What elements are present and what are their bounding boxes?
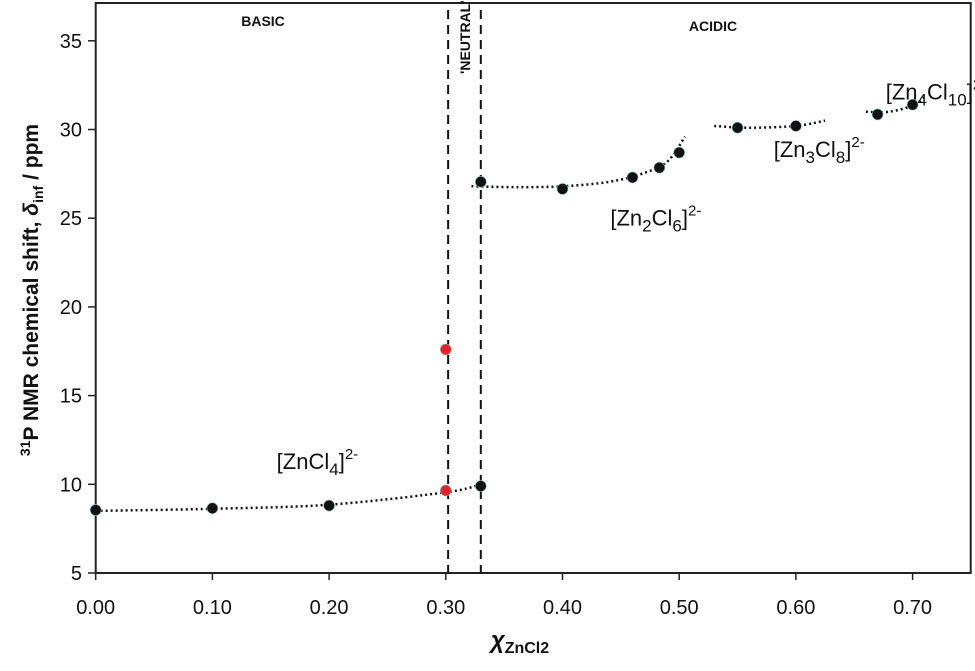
y-tick-label: 15	[60, 386, 82, 408]
fit-curve	[95, 483, 482, 513]
y-tick-label: 25	[60, 208, 82, 230]
species-label: [Zn2Cl6]2-	[610, 202, 701, 235]
data-point	[790, 120, 802, 132]
x-tick-label: 0.20	[310, 597, 349, 619]
plot-frame	[94, 2, 972, 574]
species-label: [Zn3Cl8]2-	[774, 134, 865, 167]
data-point	[475, 480, 487, 492]
data-point	[731, 121, 744, 134]
data-point	[475, 176, 487, 188]
x-tick-label: 0.10	[193, 597, 232, 619]
data-point	[206, 502, 219, 515]
region-basic: BASIC	[241, 13, 285, 29]
red-data-point	[439, 484, 452, 497]
region-acidic: ACIDIC	[689, 18, 737, 34]
y-tick-label: 20	[60, 297, 82, 319]
y-tick-label: 10	[60, 474, 82, 496]
data-point	[323, 499, 335, 512]
region-neutral: 'NEUTRAL'	[457, 0, 473, 74]
y-tick-label: 35	[60, 31, 82, 53]
x-axis-title: χZnCl2	[488, 627, 549, 657]
x-tick-label: 0.30	[426, 597, 465, 619]
data-point	[906, 98, 919, 111]
x-tick-label: 0.60	[776, 597, 815, 619]
data-point	[673, 146, 686, 159]
y-tick-label: 5	[71, 563, 82, 585]
fit-curve	[471, 135, 687, 189]
y-tick-label: 30	[60, 120, 82, 142]
x-tick-label: 0.50	[660, 597, 699, 619]
x-tick-label: 0.00	[76, 597, 115, 619]
species-label: [ZnCl4]2-	[277, 446, 359, 479]
fit-curve	[714, 119, 826, 129]
data-point	[89, 504, 102, 516]
y-axis-title: 31P NMR chemical shift, δinf / ppm	[17, 124, 46, 456]
x-tick-label: 0.70	[893, 597, 932, 619]
data-point	[653, 161, 666, 174]
data-point	[871, 108, 884, 121]
data-point	[626, 171, 639, 184]
red-data-point	[439, 343, 452, 356]
data-point	[556, 183, 569, 195]
species-label: [Zn4Cl10]2-	[886, 76, 975, 109]
x-tick-label: 0.40	[543, 597, 582, 619]
